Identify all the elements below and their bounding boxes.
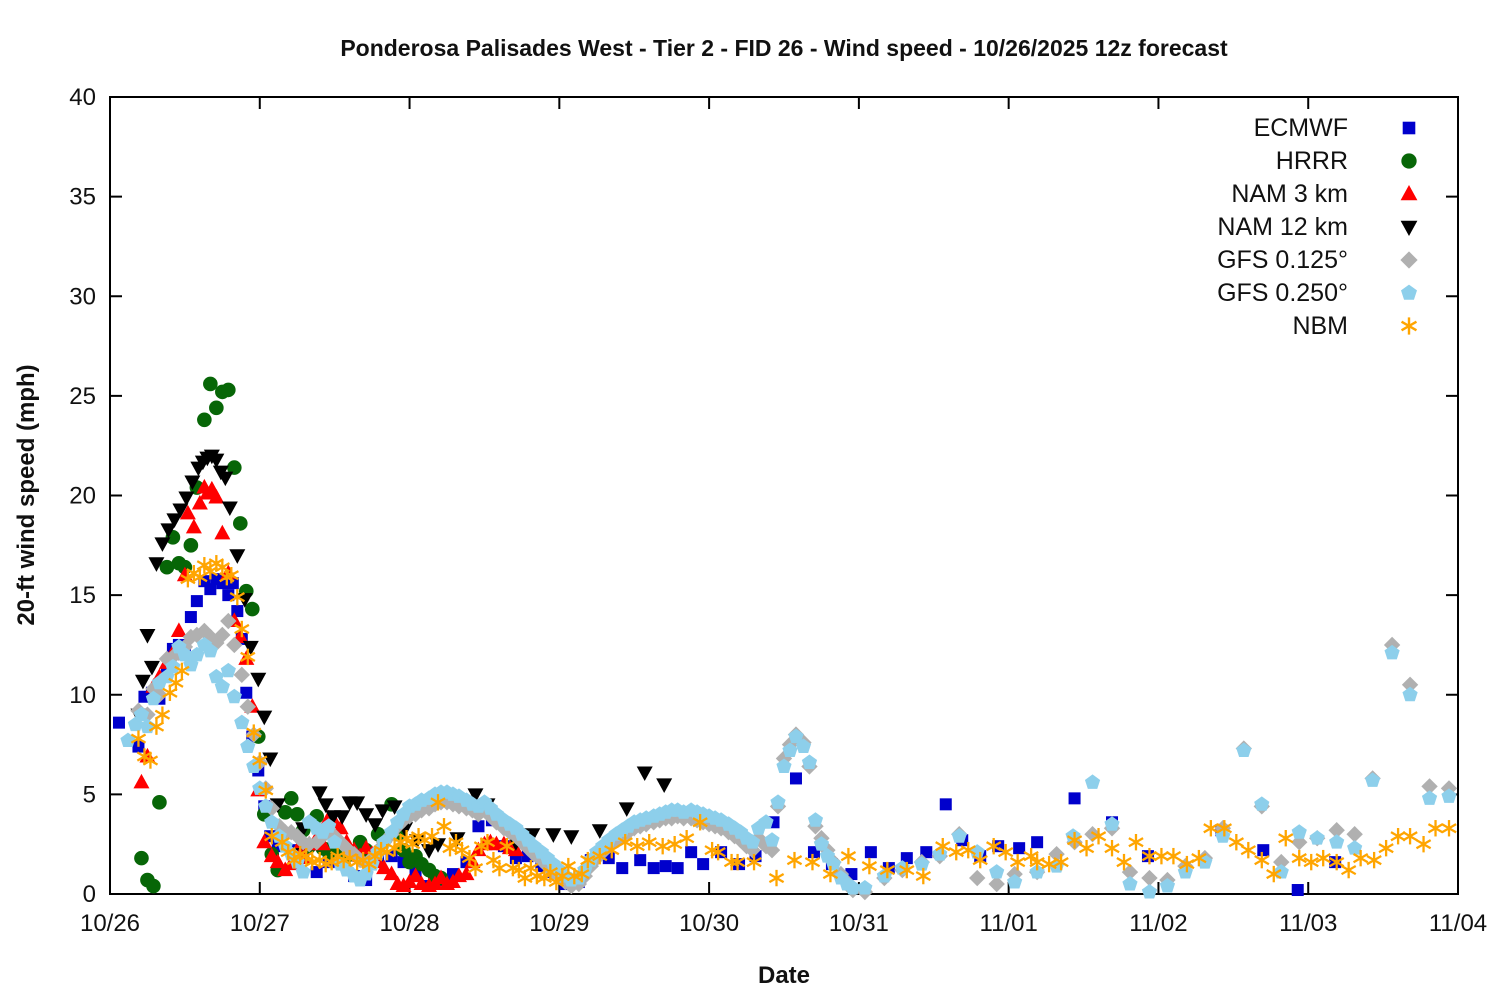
x-axis-label: Date (758, 962, 810, 989)
legend-label: NAM 3 km (1231, 180, 1348, 208)
x-tick-label: 11/03 (1279, 910, 1337, 937)
y-tick-label: 30 (69, 283, 96, 310)
legend: ECMWF HRRR NAM 3 km NAM 12 km GFS 0.125° GFS … (1217, 114, 1418, 340)
series-gfs-0-250- (120, 636, 1457, 899)
legend-label: HRRR (1276, 147, 1348, 175)
legend-label: ECMWF (1254, 114, 1348, 142)
y-tick-label: 15 (69, 582, 96, 609)
legend-item-gfs-0-250-: GFS 0.250° (1217, 279, 1417, 307)
y-tick-label: 25 (69, 383, 96, 410)
y-tick-label: 20 (69, 483, 96, 510)
x-tick-label: 10/31 (829, 910, 889, 937)
y-axis-label: 20-ft wind speed (mph) (13, 364, 40, 625)
plot-frame: 10/26 10/27 10/28 10/29 10/30 10/31 11/01 11/02… (69, 84, 1487, 937)
x-tick-label: 10/27 (230, 910, 290, 937)
legend-item-ecmwf: ECMWF (1254, 114, 1416, 142)
chart-title: Ponderosa Palisades West - Tier 2 - FID … (340, 35, 1228, 61)
y-tick-label: 5 (83, 781, 96, 808)
legend-label: GFS 0.250° (1217, 279, 1348, 307)
x-tick-label: 11/02 (1129, 910, 1187, 937)
x-tick-label: 10/29 (529, 910, 589, 937)
legend-item-nam-12-km: NAM 12 km (1217, 213, 1418, 241)
data-points (112, 376, 1458, 901)
legend-label: GFS 0.125° (1217, 246, 1348, 274)
legend-item-nam-3-km: NAM 3 km (1231, 180, 1418, 208)
y-tick-label: 35 (69, 184, 96, 211)
y-tick-label: 40 (69, 84, 96, 111)
legend-item-gfs-0-125-: GFS 0.125° (1217, 246, 1418, 274)
y-tick-label: 10 (69, 682, 96, 709)
legend-item-hrrr: HRRR (1276, 147, 1417, 175)
x-tick-label: 11/04 (1429, 910, 1487, 937)
legend-label: NAM 12 km (1217, 213, 1348, 241)
x-tick-label: 10/30 (679, 910, 739, 937)
x-tick-label: 11/01 (980, 910, 1038, 937)
x-tick-label: 10/26 (80, 910, 140, 937)
series-nbm (130, 555, 1457, 891)
legend-item-nbm: NBM (1292, 312, 1418, 340)
legend-label: NBM (1292, 312, 1348, 340)
x-tick-label: 10/28 (380, 910, 440, 937)
y-tick-label: 0 (83, 881, 96, 908)
